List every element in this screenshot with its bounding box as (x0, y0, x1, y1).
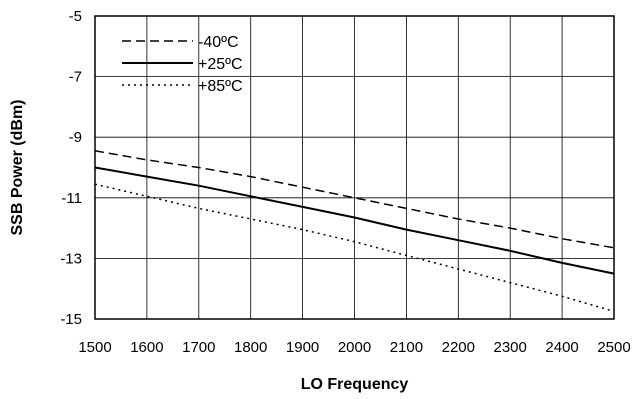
y-tick-label: -15 (60, 311, 82, 328)
plot-frame (94, 15, 615, 320)
x-tick-label: 1900 (286, 339, 319, 356)
series-line-1 (94, 166, 615, 275)
x-tick-label: 2300 (494, 339, 527, 356)
y-tick-label: -9 (69, 129, 82, 146)
x-tick-label: 1700 (182, 339, 215, 356)
legend-label: -40ºC (198, 34, 239, 51)
series-line-0 (94, 150, 615, 249)
x-tick-label: 1800 (234, 339, 267, 356)
series-lines (94, 150, 615, 313)
legend-label: +85ºC (198, 78, 243, 95)
x-tick-label: 1500 (78, 339, 111, 356)
legend-label: +25ºC (198, 56, 243, 73)
x-tick-label: 2400 (545, 339, 578, 356)
grid (94, 15, 615, 320)
x-tick-label: 2500 (597, 339, 630, 356)
y-tick-label: -13 (60, 250, 82, 267)
x-tick-label: 1600 (130, 339, 163, 356)
legend: -40ºC +25ºC +85ºC (122, 34, 243, 95)
y-tick-label: -7 (69, 69, 82, 86)
x-tick-label: 2100 (390, 339, 423, 356)
x-axis-title: LO Frequency (301, 376, 409, 393)
y-tick-label: -5 (69, 8, 82, 25)
y-tick-label: -11 (61, 190, 82, 207)
x-tick-labels: 1500 1600 1700 1800 1900 2000 2100 2200 2300 2400… (78, 339, 630, 356)
y-tick-labels: -5 -7 -9 -11 -13 -15 (60, 8, 82, 328)
series-line-2 (94, 183, 615, 313)
x-tick-label: 2000 (338, 339, 371, 356)
x-tick-label: 2200 (442, 339, 475, 356)
y-axis-title: SSB Power (dBm) (9, 99, 26, 235)
